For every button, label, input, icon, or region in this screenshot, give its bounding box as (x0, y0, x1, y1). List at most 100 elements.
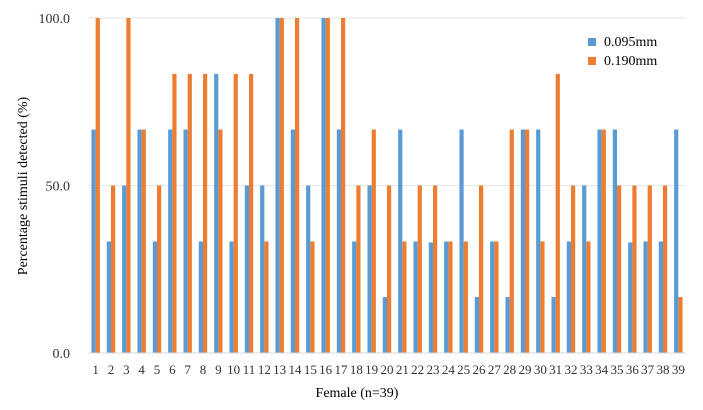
bar-series-2 (325, 18, 330, 353)
bar-series-1 (260, 185, 265, 353)
bar-series-2 (233, 73, 238, 353)
x-tick-label: 38 (657, 362, 670, 377)
bar-series-1 (628, 242, 633, 353)
x-tick-label: 13 (273, 362, 286, 377)
bar-series-2 (157, 185, 162, 353)
bar-series-1 (444, 241, 449, 353)
x-tick-label: 7 (184, 362, 191, 377)
x-tick-label: 14 (289, 362, 303, 377)
bar-series-1 (674, 129, 679, 353)
bar-series-1 (336, 129, 341, 353)
bar-series-2 (663, 185, 668, 353)
bar-series-2 (249, 73, 254, 353)
x-tick-label: 4 (138, 362, 145, 377)
x-tick-label: 19 (365, 362, 378, 377)
bar-series-1 (413, 241, 418, 353)
bar-series-2 (341, 18, 346, 353)
x-tick-label: 32 (565, 362, 578, 377)
x-tick-label: 16 (319, 362, 333, 377)
bar-series-1 (198, 241, 203, 353)
bar-series-2 (494, 241, 499, 353)
y-tick-label: 50.0 (46, 180, 71, 195)
bar-series-2 (95, 18, 100, 353)
x-tick-label: 39 (672, 362, 685, 377)
legend: 0.095mm 0.190mm (588, 35, 657, 69)
bar-series-1 (290, 129, 295, 353)
y-tick-label: 0.0 (53, 347, 71, 362)
bar-series-1 (352, 241, 357, 353)
x-axis-title: Female (n=39) (316, 386, 399, 401)
x-tick-label: 25 (457, 362, 470, 377)
x-tick-label: 33 (580, 362, 593, 377)
bar-series-1 (306, 185, 311, 353)
x-tick-label: 37 (641, 362, 655, 377)
bar-series-2 (509, 129, 514, 353)
bar-series-2 (678, 297, 683, 353)
bar-series-2 (356, 185, 361, 353)
bar-series-2 (402, 241, 407, 353)
bar-series-2 (264, 241, 269, 353)
bar-series-2 (126, 18, 131, 353)
x-tick-label: 26 (473, 362, 487, 377)
legend-swatch-series-2 (588, 57, 596, 65)
bar-series-2 (601, 129, 606, 353)
bar-series-1 (321, 18, 326, 353)
x-tick-label: 8 (200, 362, 207, 377)
x-tick-label: 34 (595, 362, 609, 377)
bar-series-2 (463, 241, 468, 353)
bar-series-1 (367, 185, 372, 353)
x-tick-label: 18 (350, 362, 363, 377)
bar-series-1 (490, 241, 495, 353)
bars (91, 18, 683, 353)
bar-series-1 (398, 129, 403, 353)
bar-series-2 (647, 185, 652, 353)
bar-series-2 (310, 241, 315, 353)
bar-series-2 (632, 185, 637, 353)
bar-series-1 (106, 241, 111, 353)
y-tick-label: 100.0 (39, 12, 71, 27)
x-tick-label: 27 (488, 362, 502, 377)
gridlines (88, 17, 686, 186)
bar-series-2 (172, 73, 177, 353)
bar-series-2 (203, 73, 208, 353)
x-tick-label: 22 (411, 362, 424, 377)
bar-series-1 (597, 129, 602, 353)
bar-series-2 (525, 129, 530, 353)
x-tick-label: 36 (626, 362, 640, 377)
bar-series-2 (387, 185, 392, 353)
bar-series-2 (540, 241, 545, 353)
x-tick-label: 5 (154, 362, 161, 377)
bar-series-1 (152, 241, 157, 353)
bar-series-1 (474, 297, 479, 353)
x-tick-label: 12 (258, 362, 271, 377)
x-tick-label: 21 (396, 362, 409, 377)
bar-series-1 (551, 297, 556, 353)
x-tick-label: 29 (519, 362, 532, 377)
bar-series-1 (214, 73, 219, 353)
bar-series-2 (586, 241, 591, 353)
bar-series-1 (612, 129, 617, 353)
bar-series-1 (229, 241, 234, 353)
x-tick-label: 20 (381, 362, 394, 377)
x-tick-label: 2 (108, 362, 115, 377)
x-tick-label: 6 (169, 362, 176, 377)
bar-series-2 (141, 129, 146, 353)
x-tick-label: 17 (335, 362, 349, 377)
y-tick-labels: 0.0 50.0 100.0 (39, 12, 71, 362)
bar-series-1 (244, 185, 249, 353)
bar-series-2 (295, 18, 300, 353)
bar-series-2 (187, 73, 192, 353)
bar-series-2 (371, 129, 376, 353)
bar-series-1 (382, 297, 387, 353)
bar-series-1 (122, 185, 127, 353)
bar-series-2 (417, 185, 422, 353)
x-tick-label: 28 (503, 362, 516, 377)
x-tick-label: 31 (549, 362, 562, 377)
legend-label-series-2: 0.190mm (604, 54, 657, 69)
bar-series-1 (582, 185, 587, 353)
bar-series-1 (275, 18, 280, 353)
legend-label-series-1: 0.095mm (604, 35, 657, 50)
x-tick-label: 35 (611, 362, 624, 377)
bar-series-1 (183, 129, 188, 353)
